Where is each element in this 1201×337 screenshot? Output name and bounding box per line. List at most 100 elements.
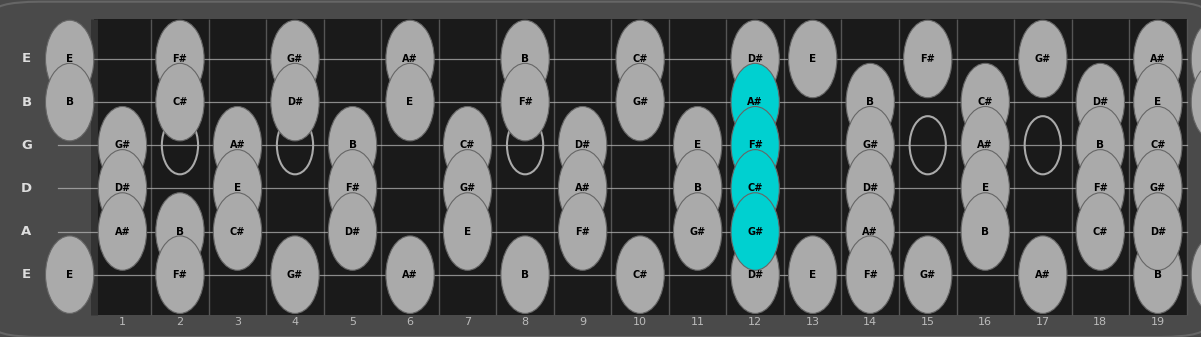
Text: F#: F# xyxy=(748,140,763,150)
Ellipse shape xyxy=(1191,20,1201,98)
Ellipse shape xyxy=(846,193,895,270)
Ellipse shape xyxy=(961,106,1009,184)
Text: C#: C# xyxy=(978,97,993,107)
Ellipse shape xyxy=(731,236,779,313)
Ellipse shape xyxy=(616,236,664,313)
Text: B: B xyxy=(981,226,990,237)
Text: D#: D# xyxy=(747,54,764,64)
Text: G#: G# xyxy=(287,54,303,64)
Text: D#: D# xyxy=(862,183,878,193)
Text: 12: 12 xyxy=(748,317,763,327)
Text: C#: C# xyxy=(229,226,245,237)
Ellipse shape xyxy=(731,63,779,141)
Text: G#: G# xyxy=(114,140,131,150)
Text: G#: G# xyxy=(1149,183,1166,193)
Ellipse shape xyxy=(1018,236,1066,313)
Text: C#: C# xyxy=(633,270,647,280)
Text: F#: F# xyxy=(575,226,590,237)
Ellipse shape xyxy=(386,20,435,98)
Text: G#: G# xyxy=(862,140,878,150)
Text: 9: 9 xyxy=(579,317,586,327)
Text: 15: 15 xyxy=(921,317,934,327)
Text: D: D xyxy=(20,182,32,195)
Text: D#: D# xyxy=(747,270,764,280)
Ellipse shape xyxy=(1018,20,1066,98)
Ellipse shape xyxy=(961,63,1009,141)
Text: B: B xyxy=(521,54,530,64)
Text: B: B xyxy=(1154,270,1161,280)
Ellipse shape xyxy=(961,150,1009,227)
Text: 8: 8 xyxy=(521,317,528,327)
Text: 16: 16 xyxy=(979,317,992,327)
Ellipse shape xyxy=(501,20,549,98)
Ellipse shape xyxy=(1076,193,1124,270)
Ellipse shape xyxy=(443,106,491,184)
Text: A#: A# xyxy=(978,140,993,150)
Text: F#: F# xyxy=(862,270,878,280)
Text: A#: A# xyxy=(862,226,878,237)
Text: B: B xyxy=(177,226,184,237)
Ellipse shape xyxy=(903,20,952,98)
Text: A#: A# xyxy=(402,54,418,64)
Text: G: G xyxy=(20,139,32,152)
FancyBboxPatch shape xyxy=(94,19,1187,315)
Ellipse shape xyxy=(156,63,204,141)
Text: G#: G# xyxy=(747,226,764,237)
Text: 11: 11 xyxy=(691,317,705,327)
Ellipse shape xyxy=(1134,236,1182,313)
Ellipse shape xyxy=(1076,106,1124,184)
Ellipse shape xyxy=(271,236,319,313)
Ellipse shape xyxy=(1076,63,1124,141)
Ellipse shape xyxy=(328,193,377,270)
Text: C#: C# xyxy=(633,54,647,64)
Ellipse shape xyxy=(731,150,779,227)
Text: F#: F# xyxy=(518,97,532,107)
Ellipse shape xyxy=(214,106,262,184)
Text: B: B xyxy=(694,183,701,193)
Text: 13: 13 xyxy=(806,317,820,327)
Ellipse shape xyxy=(616,63,664,141)
Text: C#: C# xyxy=(1093,226,1109,237)
Text: E: E xyxy=(809,270,817,280)
Ellipse shape xyxy=(674,106,722,184)
Ellipse shape xyxy=(846,150,895,227)
Ellipse shape xyxy=(214,150,262,227)
Ellipse shape xyxy=(731,193,779,270)
Text: B: B xyxy=(22,96,31,109)
Text: A#: A# xyxy=(747,97,763,107)
Ellipse shape xyxy=(674,150,722,227)
Ellipse shape xyxy=(98,106,147,184)
Ellipse shape xyxy=(443,150,491,227)
Ellipse shape xyxy=(846,63,895,141)
Text: E: E xyxy=(66,54,73,64)
Ellipse shape xyxy=(328,150,377,227)
Text: B: B xyxy=(866,97,874,107)
Ellipse shape xyxy=(846,106,895,184)
Text: A#: A# xyxy=(229,140,245,150)
Text: E: E xyxy=(66,270,73,280)
Text: A#: A# xyxy=(1035,270,1051,280)
Ellipse shape xyxy=(328,106,377,184)
Ellipse shape xyxy=(731,106,779,184)
Text: E: E xyxy=(22,53,31,65)
Ellipse shape xyxy=(1191,236,1201,313)
Text: F#: F# xyxy=(920,54,936,64)
Text: D#: D# xyxy=(114,183,131,193)
Text: D#: D# xyxy=(1149,226,1166,237)
Text: F#: F# xyxy=(173,54,187,64)
Ellipse shape xyxy=(98,150,147,227)
Ellipse shape xyxy=(46,20,94,98)
Text: E: E xyxy=(406,97,413,107)
Ellipse shape xyxy=(214,193,262,270)
Text: 5: 5 xyxy=(349,317,355,327)
Ellipse shape xyxy=(558,193,607,270)
Text: B: B xyxy=(1097,140,1104,150)
Text: G#: G# xyxy=(632,97,649,107)
Text: 1: 1 xyxy=(119,317,126,327)
Text: D#: D# xyxy=(345,226,360,237)
Text: B: B xyxy=(348,140,357,150)
Ellipse shape xyxy=(271,63,319,141)
Text: 7: 7 xyxy=(464,317,471,327)
Text: E: E xyxy=(809,54,817,64)
Text: E: E xyxy=(694,140,701,150)
